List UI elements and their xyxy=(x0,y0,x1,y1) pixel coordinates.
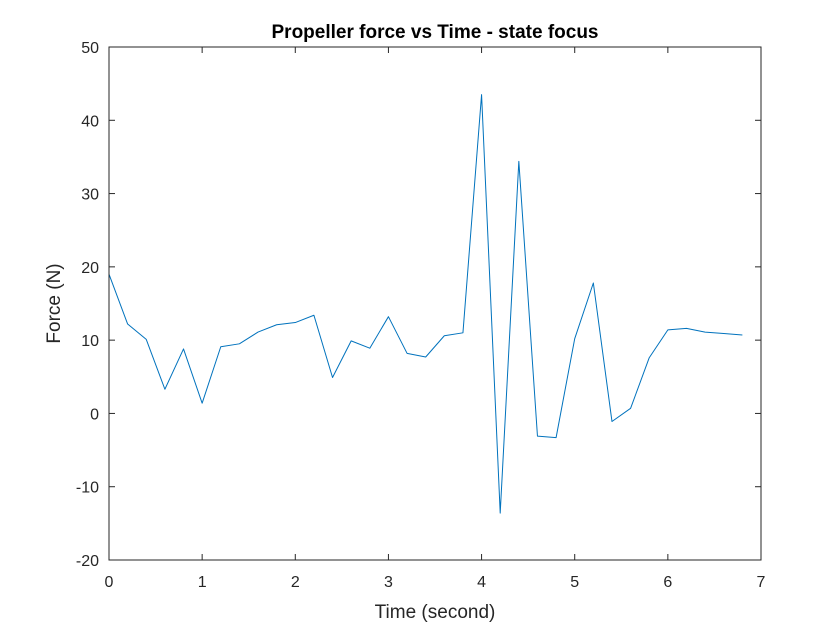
series-layer xyxy=(108,94,743,514)
y-tick-label: -10 xyxy=(76,480,99,497)
x-tick-label: 0 xyxy=(105,574,114,591)
y-tick-label: -20 xyxy=(76,553,99,570)
y-tick-label: 20 xyxy=(81,260,99,277)
x-tick-label: 5 xyxy=(570,574,579,591)
x-tick-label: 7 xyxy=(757,574,766,591)
x-tick-label: 4 xyxy=(477,574,486,591)
x-axis-label: Time (second) xyxy=(375,602,496,623)
plot-area xyxy=(109,47,761,560)
x-axis-ticks: 0 1 2 3 4 5 6 7 xyxy=(105,47,766,591)
y-tick-label: 30 xyxy=(81,187,99,204)
y-tick-label: 50 xyxy=(81,40,99,57)
series-line-0 xyxy=(108,94,743,514)
x-tick-label: 6 xyxy=(663,574,672,591)
x-tick-label: 1 xyxy=(198,574,207,591)
y-axis-label: Force (N) xyxy=(44,263,65,343)
y-tick-label: 10 xyxy=(81,333,99,350)
axes-box xyxy=(108,46,762,561)
x-tick-label: 2 xyxy=(291,574,300,591)
y-tick-label: 40 xyxy=(81,113,99,130)
x-tick-label: 3 xyxy=(384,574,393,591)
chart-title: Propeller force vs Time - state focus xyxy=(272,22,599,43)
y-axis-ticks: -20 -10 0 10 20 30 40 50 xyxy=(76,40,761,570)
y-tick-label: 0 xyxy=(90,406,99,423)
